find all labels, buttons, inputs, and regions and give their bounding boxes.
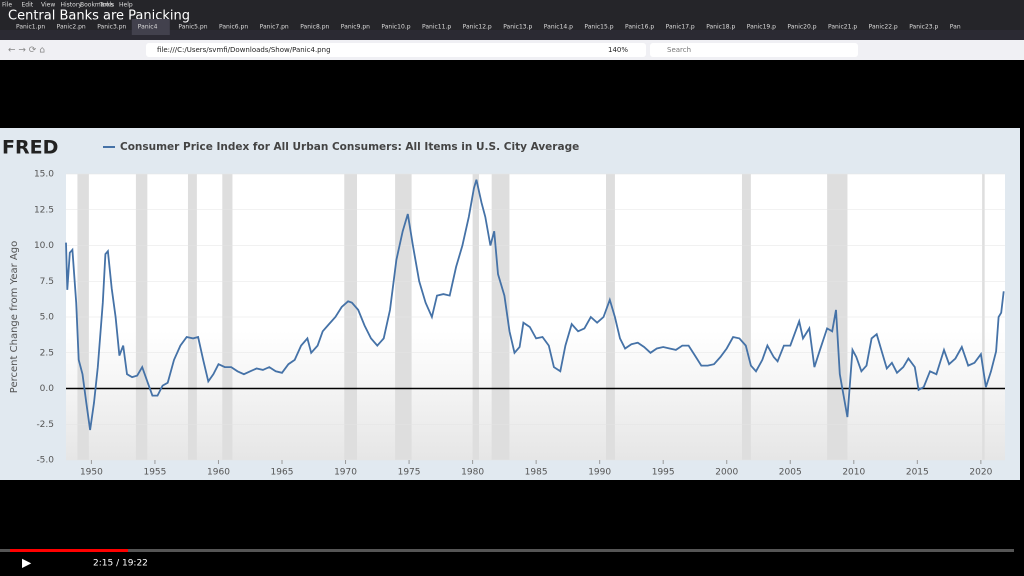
tab[interactable]: Panic23.p [909,24,938,31]
x-tick-label: 2005 [779,468,802,478]
tab[interactable]: Panic14.p [544,24,573,31]
menu-item[interactable]: Edit [22,2,34,9]
legend-label: Consumer Price Index for All Urban Consu… [120,141,579,153]
play[interactable]: ▶ [22,556,32,570]
search-box[interactable] [650,43,858,57]
menu-item[interactable]: Help [119,2,133,9]
tab[interactable]: Panic3.pn [97,24,126,31]
tab[interactable]: Panic5.pn [178,24,207,31]
x-tick-label: 1990 [588,468,611,478]
x-tick-label: 1975 [398,468,421,478]
menu-item[interactable]: History [61,2,83,9]
tab[interactable]: Panic17.p [666,24,695,31]
x-tick-label: 2015 [906,468,929,478]
y-axis-label: Percent Change from Year Ago [9,241,20,393]
tab[interactable]: Panic6.pn [219,24,248,31]
y-tick-label: -5.0 [36,456,54,466]
x-tick-label: 1965 [271,468,294,478]
x-tick-label: 1950 [80,468,103,478]
progress[interactable] [10,549,128,552]
tab[interactable]: Panic1.pn [16,24,45,31]
time: 2:15 / 19:22 [93,559,148,569]
menu-item[interactable]: View [41,2,55,9]
tab[interactable]: Panic15.p [584,24,613,31]
tab[interactable]: Panic8.pn [300,24,329,31]
tab[interactable]: Panic12.p [463,24,492,31]
menu-item[interactable]: File [2,2,12,9]
x-tick-label: 1960 [207,468,230,478]
tab[interactable]: Pan [950,24,961,31]
tab[interactable]: Panic19.p [747,24,776,31]
y-tick-label: 12.5 [34,205,54,215]
tab[interactable]: Panic21.p [828,24,857,31]
x-tick-label: 2020 [969,468,992,478]
series-line [65,179,1005,431]
tab[interactable]: Panic18.p [706,24,735,31]
y-tick-label: -2.5 [36,420,54,430]
y-tick-label: 2.5 [40,348,54,358]
y-tick-label: 10.0 [34,241,54,251]
x-tick-label: 1955 [143,468,166,478]
tab[interactable]: Panic9.pn [341,24,370,31]
x-tick-label: 1995 [652,468,675,478]
y-tick-label: 7.5 [40,277,54,287]
url-box[interactable] [146,43,646,57]
tab[interactable]: Panic10.p [381,24,410,31]
x-tick-label: 1970 [334,468,357,478]
tab[interactable]: Panic22.p [869,24,898,31]
x-tick-label: 2000 [715,468,738,478]
x-tick-label: 1985 [525,468,548,478]
y-tick-label: 15.0 [34,170,54,180]
tab[interactable]: Panic16.p [625,24,654,31]
y-tick-label: 0.0 [40,384,55,394]
fred-logo: FRED [2,137,58,159]
search[interactable]: Search [667,46,691,54]
tab[interactable]: Panic13.p [503,24,532,31]
tab[interactable]: Panic2.pn [57,24,86,31]
tab[interactable]: Panic4 [138,24,158,31]
tab[interactable]: Panic11.p [422,24,451,31]
nav-icons: ← → ⟳ ⌂ [8,46,45,56]
active-tab[interactable] [131,19,170,35]
tab[interactable]: Panic7.pn [260,24,289,31]
tab[interactable]: Panic20.p [787,24,816,31]
x-tick-label: 1980 [461,468,484,478]
progress-track [0,549,1014,552]
x-tick-label: 2010 [842,468,865,478]
video-overlay [0,0,1024,30]
url[interactable]: file:///C:/Users/svmfi/Downloads/Show/Pa… [157,46,331,54]
zoom[interactable]: 140% [608,46,628,54]
menu-item[interactable]: Bookmarks [80,2,114,9]
y-tick-label: 5.0 [40,313,55,323]
menu-item[interactable]: Tools [99,2,115,9]
